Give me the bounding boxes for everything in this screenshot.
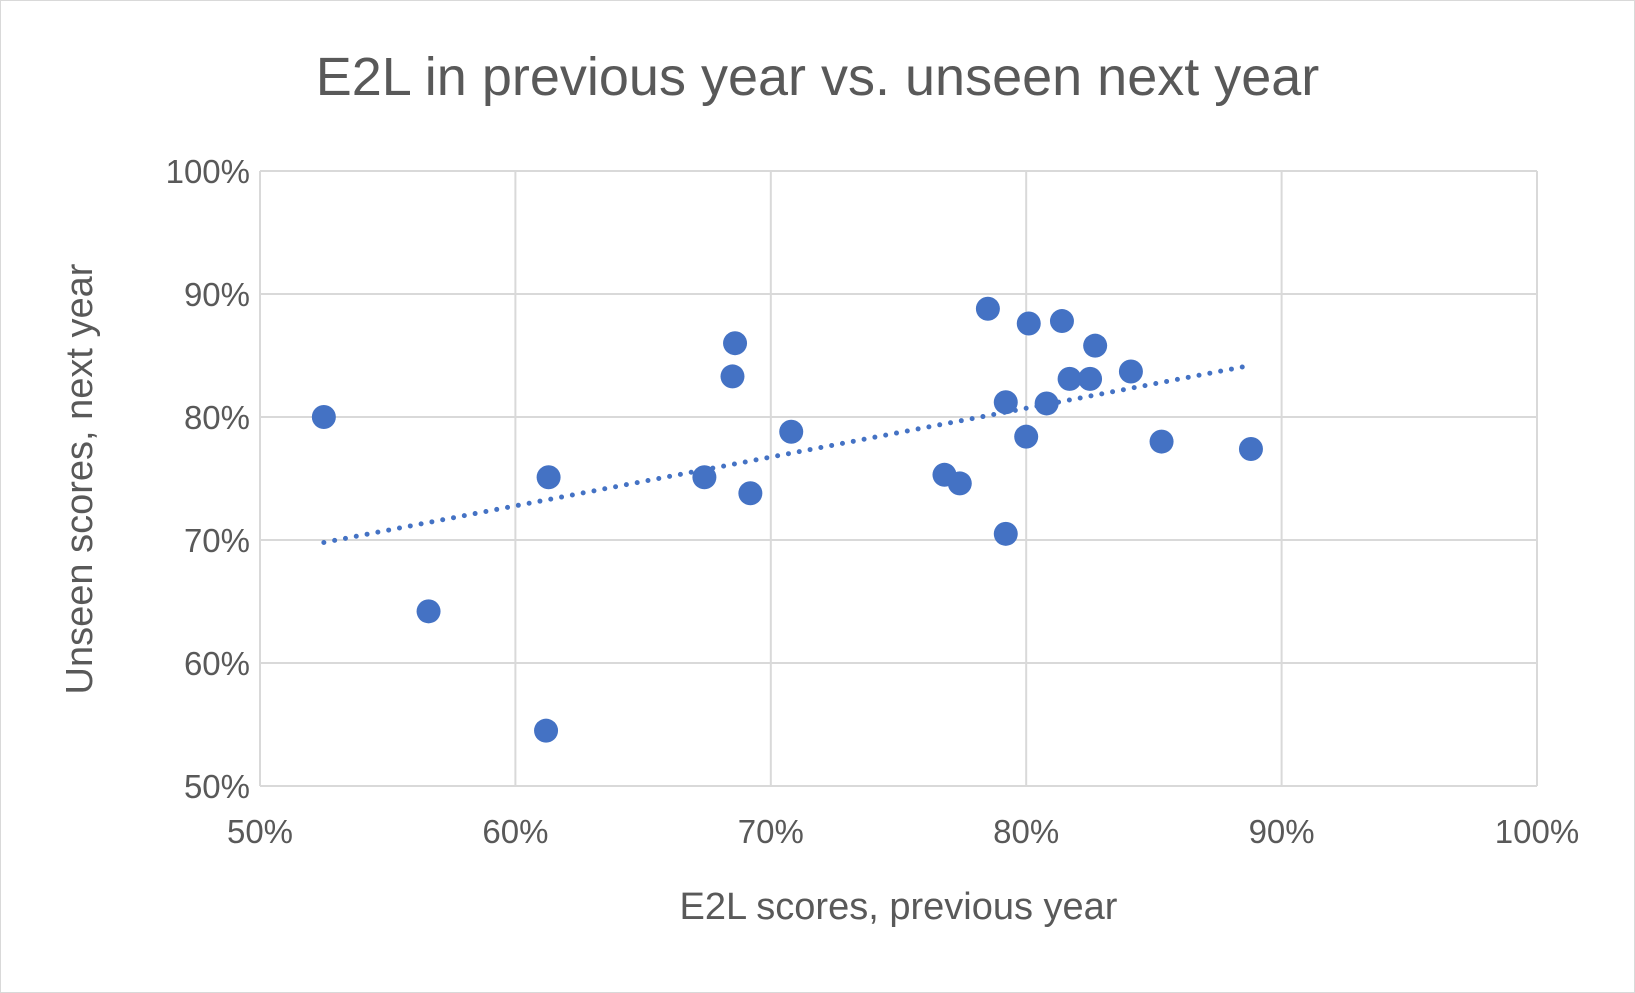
gridlines (259, 170, 1538, 787)
y-tick-label: 70% (184, 522, 250, 559)
tick-labels: 50% 60% 70% 80% 90% 100% 50% 60% 70% 80% 90% 100% (166, 153, 1580, 850)
data-point (534, 718, 559, 743)
x-tick-label: 80% (993, 813, 1059, 850)
data-point (1118, 359, 1143, 384)
x-tick-label: 70% (738, 813, 804, 850)
data-point (1016, 311, 1041, 336)
data-point (1034, 391, 1059, 416)
data-points (311, 296, 1263, 743)
data-point (720, 364, 745, 389)
data-point (975, 296, 1000, 321)
y-tick-label: 60% (184, 645, 250, 682)
data-point (692, 465, 717, 490)
x-tick-label: 90% (1249, 813, 1315, 850)
chart-title: E2L in previous year vs. unseen next yea… (315, 47, 1320, 107)
data-point (1083, 333, 1108, 358)
data-point (1049, 309, 1074, 334)
data-point (1057, 366, 1082, 391)
data-point (416, 599, 441, 624)
y-tick-label: 50% (184, 768, 250, 805)
x-tick-label: 60% (482, 813, 548, 850)
data-point (1238, 436, 1263, 461)
y-tick-label: 90% (184, 276, 250, 313)
y-axis-title: Unseen scores, next year (59, 263, 101, 695)
trendline (321, 362, 1254, 545)
data-point (947, 471, 972, 496)
y-tick-label: 80% (184, 399, 250, 436)
data-point (779, 419, 804, 444)
data-point (993, 390, 1018, 415)
data-point (738, 481, 763, 506)
data-point (723, 331, 748, 356)
trendline-layer (321, 362, 1254, 545)
x-tick-label: 50% (227, 813, 293, 850)
data-point (1014, 424, 1039, 449)
data-point (1149, 429, 1174, 454)
data-point (311, 405, 336, 429)
data-point (536, 465, 561, 490)
data-point (993, 521, 1018, 546)
y-tick-label: 100% (166, 153, 250, 190)
data-point (1078, 366, 1103, 391)
x-tick-label: 100% (1495, 813, 1579, 850)
x-axis-title: E2L scores, previous year (679, 886, 1118, 928)
